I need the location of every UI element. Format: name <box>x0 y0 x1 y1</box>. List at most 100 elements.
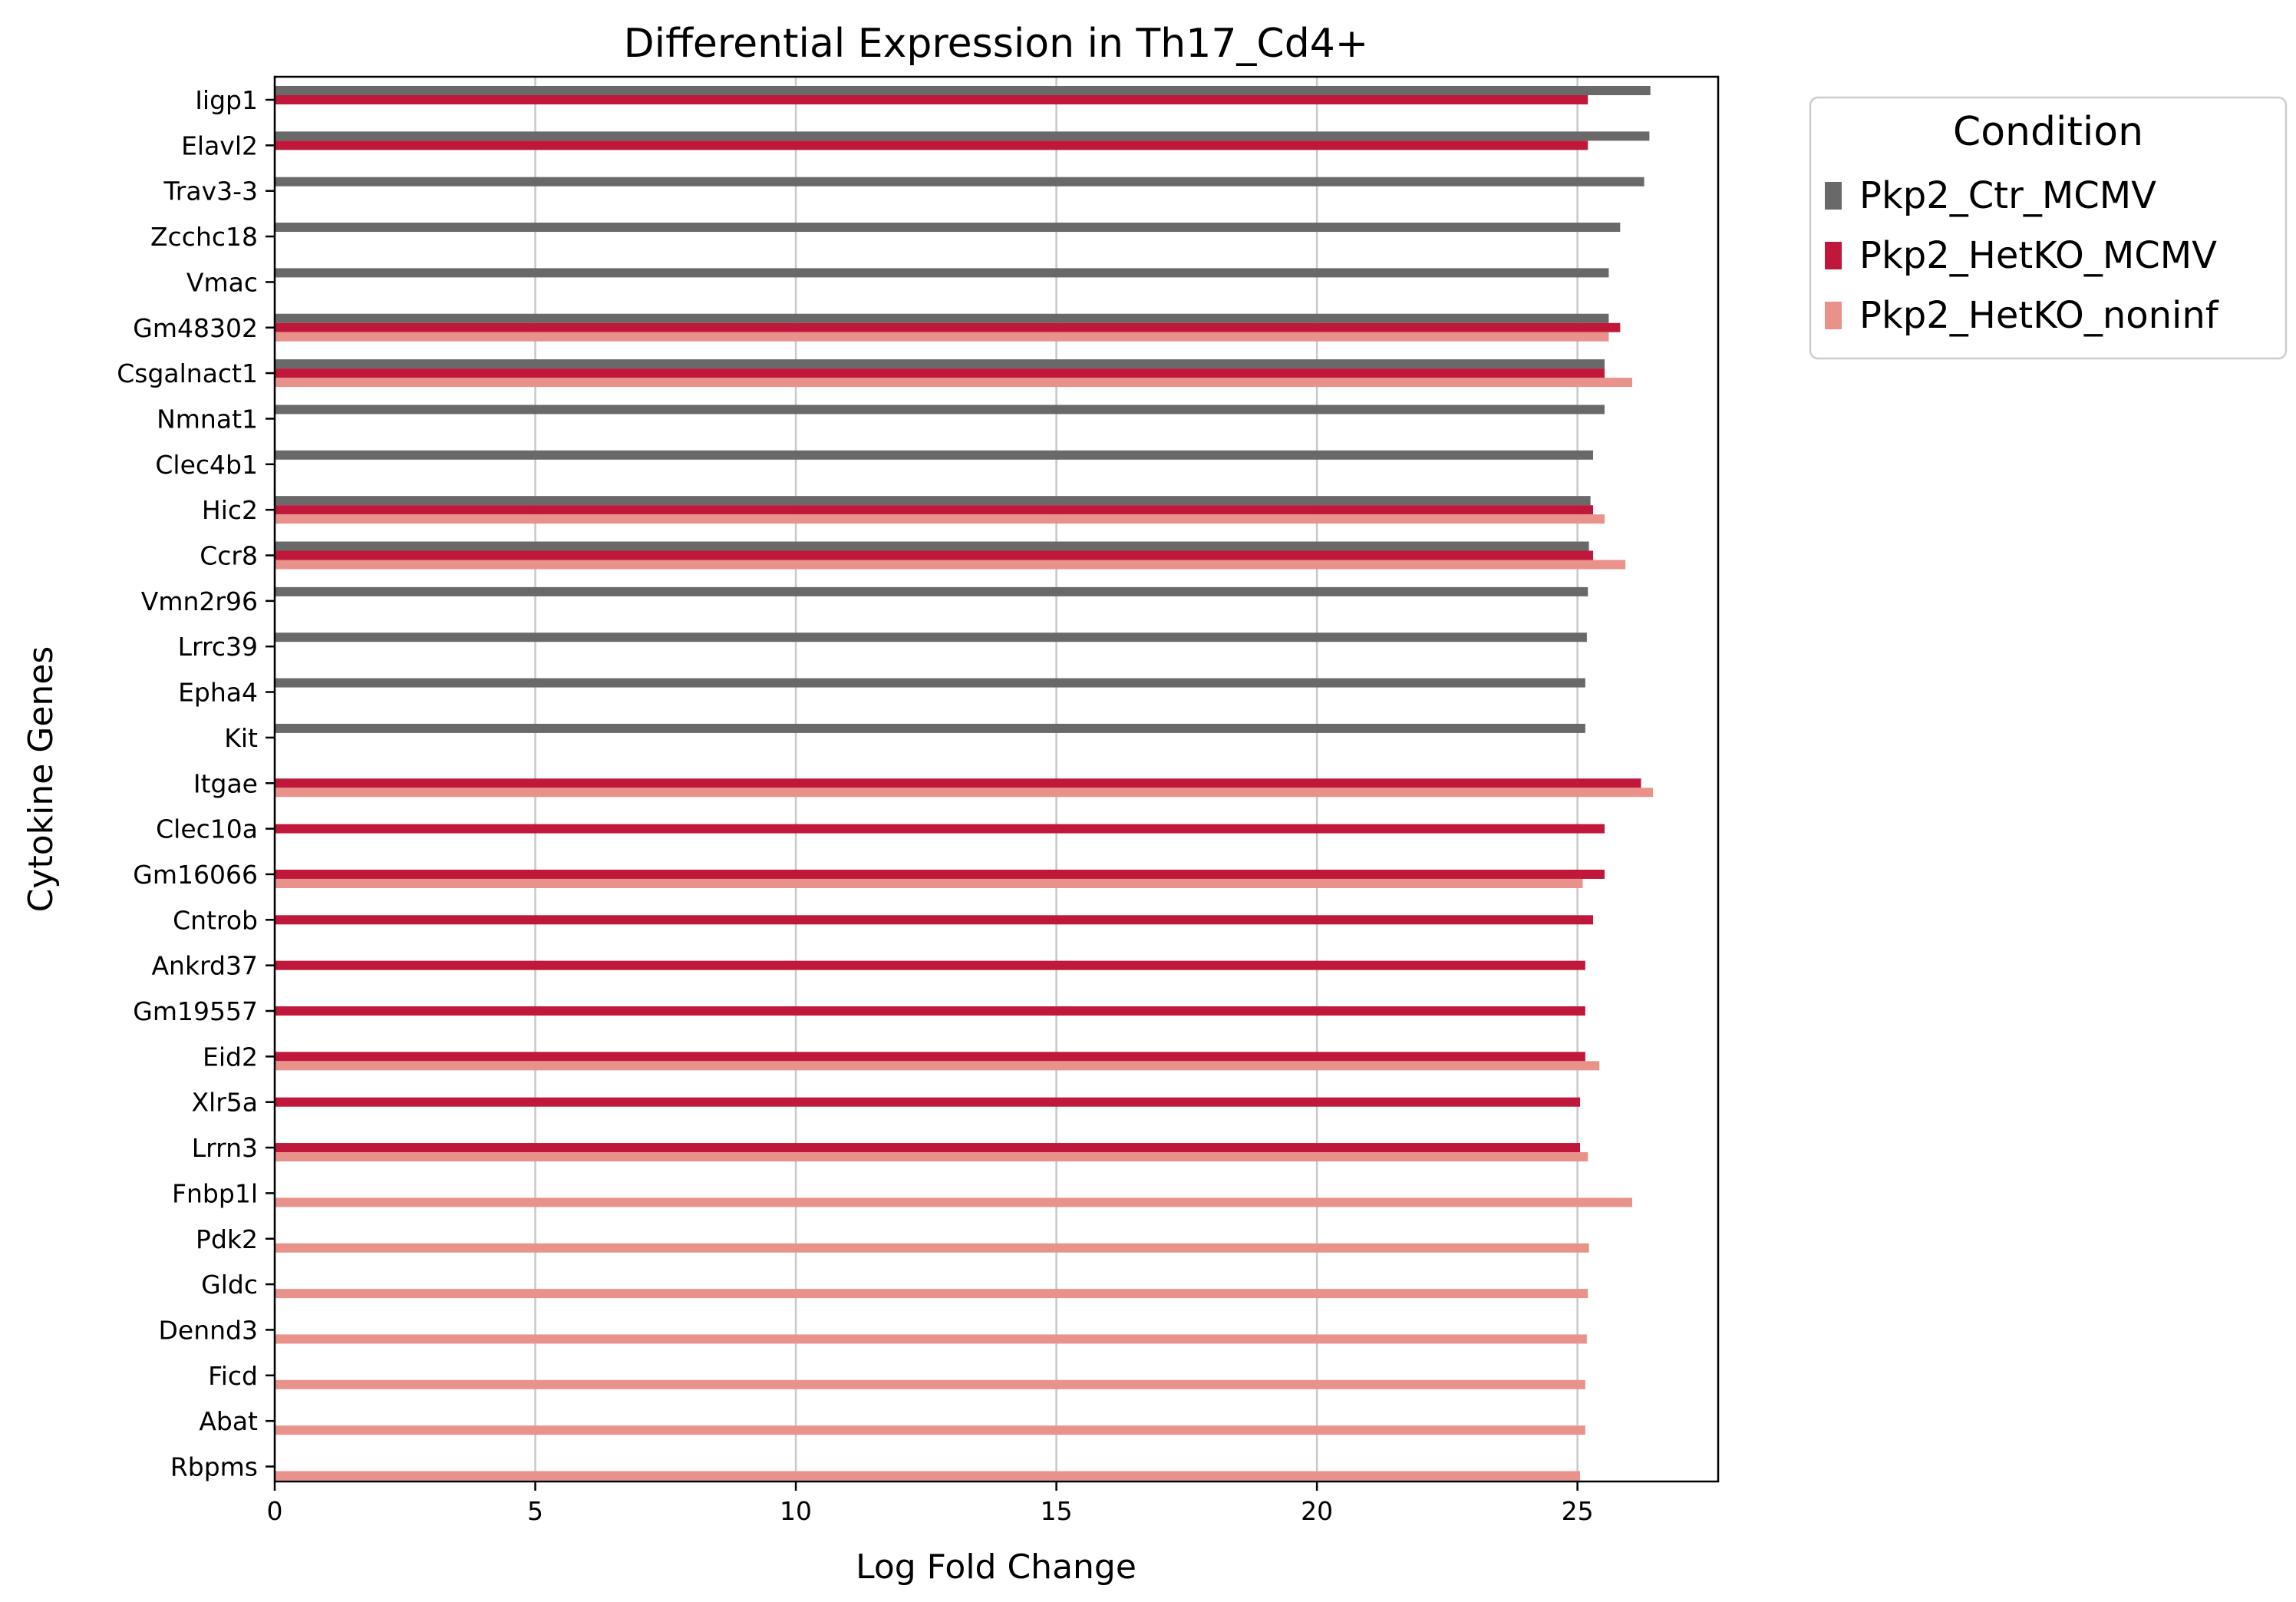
bar-Trav3-3-Pkp2_Ctr_MCMV <box>275 177 1644 187</box>
y-tick-label: Gm16066 <box>133 860 258 890</box>
bars <box>275 86 1654 1481</box>
legend-swatch <box>1825 242 1842 269</box>
bar-Ccr8-Pkp2_HetKO_noninf <box>275 560 1626 570</box>
chart-title: Differential Expression in Th17_Cd4+ <box>624 21 1369 67</box>
y-tick-label: Kit <box>224 723 258 753</box>
legend-items: Pkp2_Ctr_MCMV Pkp2_HetKO_MCMV Pkp2_HetKO_n… <box>1825 174 2219 337</box>
bar-Abat-Pkp2_HetKO_noninf <box>275 1425 1585 1435</box>
legend-frame <box>1809 96 2288 360</box>
y-tick-label: Trav3-3 <box>163 177 258 206</box>
y-tick-label: Clec4b1 <box>155 450 258 480</box>
y-tick-label: Iigp1 <box>195 85 258 115</box>
legend: Condition Pkp2_Ctr_MCMVPkp2_HetKO_MCMVPk… <box>1809 96 2288 360</box>
x-tick-label: 5 <box>527 1496 543 1526</box>
bar-Gm48302-Pkp2_Ctr_MCMV <box>275 313 1609 323</box>
bar-Csgalnact1-Pkp2_HetKO_noninf <box>275 378 1632 388</box>
y-tick-label: Csgalnact1 <box>117 358 258 388</box>
y-tick-label: Ficd <box>208 1361 258 1391</box>
legend-swatch <box>1825 302 1842 329</box>
bar-Zcchc18-Pkp2_Ctr_MCMV <box>275 223 1621 233</box>
y-tick-label: Gldc <box>201 1270 258 1300</box>
bar-Csgalnact1-Pkp2_Ctr_MCMV <box>275 359 1605 369</box>
x-tick-label: 25 <box>1562 1496 1594 1526</box>
y-tick-label: Cntrob <box>173 905 258 935</box>
x-axis-label: Log Fold Change <box>856 1547 1136 1587</box>
bar-Eid2-Pkp2_HetKO_noninf <box>275 1061 1600 1071</box>
bar-Gm48302-Pkp2_HetKO_MCMV <box>275 322 1621 332</box>
bar-Nmnat1-Pkp2_Ctr_MCMV <box>275 405 1605 415</box>
bar-Lrrc39-Pkp2_Ctr_MCMV <box>275 633 1587 642</box>
legend-label: Pkp2_HetKO_noninf <box>1859 294 2219 337</box>
y-tick-label: Epha4 <box>178 678 258 708</box>
bar-Gldc-Pkp2_HetKO_noninf <box>275 1289 1588 1299</box>
bar-Iigp1-Pkp2_HetKO_MCMV <box>275 95 1588 104</box>
y-tick-label: Gm48302 <box>133 313 258 343</box>
y-axis-label: Cytokine Genes <box>21 646 61 913</box>
bar-Hic2-Pkp2_Ctr_MCMV <box>275 496 1591 506</box>
bar-Gm16066-Pkp2_HetKO_noninf <box>275 878 1583 888</box>
y-tick-label: Eid2 <box>203 1042 258 1072</box>
bar-Hic2-Pkp2_HetKO_noninf <box>275 514 1605 524</box>
bar-Itgae-Pkp2_HetKO_noninf <box>275 788 1654 798</box>
x-tick-label: 15 <box>1041 1496 1073 1526</box>
legend-label: Pkp2_Ctr_MCMV <box>1859 174 2156 217</box>
bar-Csgalnact1-Pkp2_HetKO_MCMV <box>275 368 1605 378</box>
y-tick-label: Nmnat1 <box>157 404 258 434</box>
bar-Clec4b1-Pkp2_Ctr_MCMV <box>275 450 1594 460</box>
bar-Gm19557-Pkp2_HetKO_MCMV <box>275 1006 1585 1016</box>
bar-Iigp1-Pkp2_Ctr_MCMV <box>275 86 1651 95</box>
bar-Fnbp1l-Pkp2_HetKO_noninf <box>275 1197 1632 1207</box>
bar-Lrrn3-Pkp2_HetKO_MCMV <box>275 1143 1581 1153</box>
bar-Lrrn3-Pkp2_HetKO_noninf <box>275 1152 1588 1162</box>
y-tick-label: Dennd3 <box>159 1315 259 1345</box>
legend-swatch <box>1825 182 1842 210</box>
y-tick-label: Hic2 <box>202 495 258 525</box>
y-tick-label: Lrrc39 <box>178 632 258 662</box>
y-axis: Iigp1 Elavl2 Trav3-3 Zcchc18 Vmac Gm48302 Csga… <box>117 85 275 1482</box>
plot-frame <box>273 75 1720 1483</box>
y-tick-label: Clec10a <box>156 814 258 844</box>
bar-Xlr5a-Pkp2_HetKO_MCMV <box>275 1097 1581 1107</box>
bar-Itgae-Pkp2_HetKO_MCMV <box>275 778 1641 788</box>
bar-Vmac-Pkp2_Ctr_MCMV <box>275 268 1609 278</box>
y-tick-label: Pdk2 <box>196 1224 258 1254</box>
y-tick-label: Rbpms <box>170 1452 258 1482</box>
bar-Vmn2r96-Pkp2_Ctr_MCMV <box>275 586 1588 596</box>
y-tick-label: Ankrd37 <box>151 951 258 981</box>
y-tick-label: Ccr8 <box>200 541 258 571</box>
legend-label: Pkp2_HetKO_MCMV <box>1859 234 2217 277</box>
x-tick-label: 20 <box>1301 1496 1333 1526</box>
bar-Gm16066-Pkp2_HetKO_MCMV <box>275 869 1605 879</box>
bar-Cntrob-Pkp2_HetKO_MCMV <box>275 915 1594 925</box>
x-axis: 0 5 10 15 20 25 <box>267 1481 1594 1526</box>
bar-Dennd3-Pkp2_HetKO_noninf <box>275 1334 1587 1344</box>
x-tick-label: 0 <box>267 1496 283 1526</box>
bar-Pdk2-Pkp2_HetKO_noninf <box>275 1243 1589 1253</box>
y-tick-label: Elavl2 <box>181 130 258 160</box>
y-tick-label: Gm19557 <box>133 996 258 1026</box>
bar-Clec10a-Pkp2_HetKO_MCMV <box>275 824 1605 834</box>
y-tick-label: Itgae <box>193 768 258 798</box>
y-tick-label: Zcchc18 <box>150 222 258 252</box>
bar-Kit-Pkp2_Ctr_MCMV <box>275 723 1585 733</box>
bar-Epha4-Pkp2_Ctr_MCMV <box>275 678 1585 688</box>
bar-Ficd-Pkp2_HetKO_noninf <box>275 1379 1585 1389</box>
y-tick-label: Lrrn3 <box>192 1133 258 1163</box>
y-tick-label: Abat <box>199 1406 258 1436</box>
bar-Ccr8-Pkp2_Ctr_MCMV <box>275 541 1589 551</box>
bar-Elavl2-Pkp2_Ctr_MCMV <box>275 131 1650 141</box>
x-tick-label: 10 <box>780 1496 812 1526</box>
bar-Ccr8-Pkp2_HetKO_MCMV <box>275 550 1594 560</box>
bar-Hic2-Pkp2_HetKO_MCMV <box>275 505 1594 515</box>
bar-Elavl2-Pkp2_HetKO_MCMV <box>275 140 1588 150</box>
bar-Ankrd37-Pkp2_HetKO_MCMV <box>275 960 1585 970</box>
y-tick-label: Vmn2r96 <box>141 586 258 616</box>
y-tick-label: Xlr5a <box>191 1088 258 1118</box>
y-tick-label: Vmac <box>186 267 258 297</box>
y-tick-label: Fnbp1l <box>172 1178 258 1208</box>
bar-Gm48302-Pkp2_HetKO_noninf <box>275 332 1609 342</box>
legend-title: Condition <box>1953 109 2143 155</box>
bar-Rbpms-Pkp2_HetKO_noninf <box>275 1471 1581 1481</box>
bar-Eid2-Pkp2_HetKO_MCMV <box>275 1052 1585 1062</box>
